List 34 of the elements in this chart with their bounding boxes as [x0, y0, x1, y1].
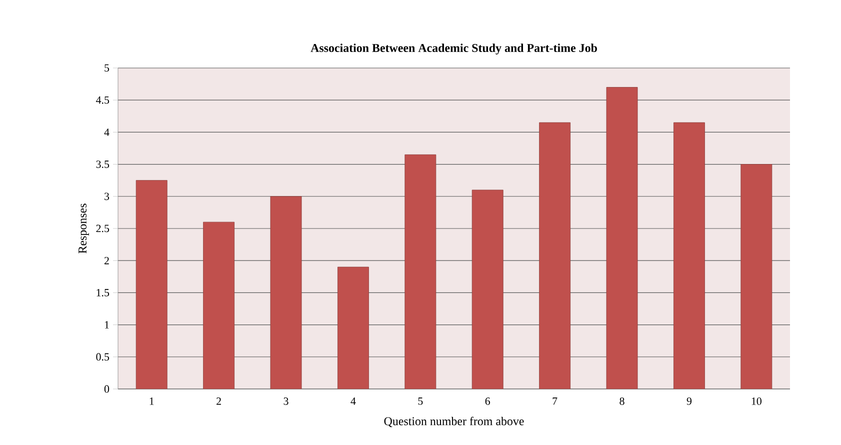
bar: [539, 122, 571, 389]
y-tick-label: 2: [104, 256, 109, 264]
y-tick-label: 4.5: [96, 96, 110, 104]
y-tick-label: 3: [104, 192, 110, 200]
x-axis-title: Question number from above: [384, 416, 524, 428]
bar: [136, 180, 168, 389]
y-tick-label: 0: [104, 385, 110, 393]
x-tick-label: 7: [552, 398, 558, 405]
x-tick-label: 5: [418, 398, 423, 405]
bar: [270, 196, 302, 389]
y-axis-title: Responses: [78, 204, 89, 254]
x-tick-label: 4: [350, 398, 356, 405]
bar: [338, 266, 369, 389]
bar: [203, 222, 235, 389]
y-tick-label: 1.5: [96, 288, 110, 296]
bar: [472, 190, 504, 389]
bar: [740, 164, 772, 389]
x-tick-label: 2: [216, 398, 221, 405]
y-tick-label: 2.5: [96, 224, 110, 232]
x-tick-label: 9: [686, 398, 692, 405]
y-tick-label: 0.5: [96, 353, 110, 361]
x-tick-label: 3: [284, 398, 288, 405]
y-tick-label: 3.5: [96, 160, 110, 168]
chart-title: Association Between Academic Study and Part-time Job: [310, 44, 597, 54]
bar: [606, 87, 638, 389]
y-tick-label: 5: [104, 64, 110, 72]
x-tick-label: 10: [752, 398, 762, 405]
bar: [404, 154, 436, 389]
x-tick-label: 8: [620, 398, 624, 405]
y-tick-label: 1: [104, 321, 109, 328]
y-tick-label: 4: [104, 128, 110, 136]
bar: [674, 122, 705, 389]
x-tick-label: 1: [150, 398, 154, 405]
x-tick-label: 6: [485, 398, 490, 405]
